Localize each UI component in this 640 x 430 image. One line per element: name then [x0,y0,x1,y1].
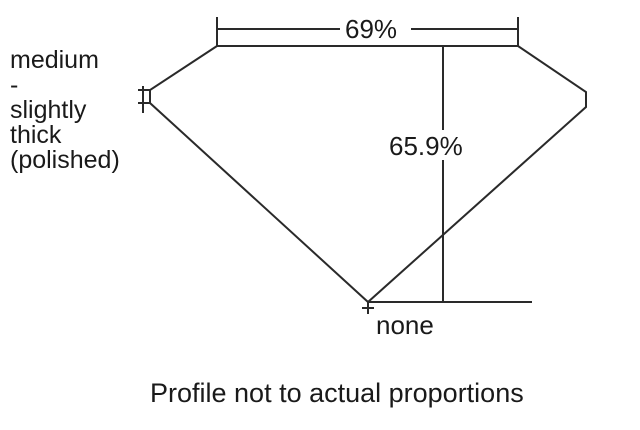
proportion-note: Profile not to actual proportions [150,378,524,408]
girdle-line: thick [10,121,62,149]
girdle-line: - [10,71,19,99]
diamond-outline [149,45,587,304]
table-percent-label: 69% [345,14,398,44]
girdle-line: slightly [10,96,87,124]
girdle-label: medium - slightly thick (polished) [10,48,170,173]
girdle-line: medium [10,46,99,74]
culet-label: none [376,310,434,340]
depth-percent-label: 65.9% [389,131,463,161]
girdle-line: (polished) [10,146,120,174]
